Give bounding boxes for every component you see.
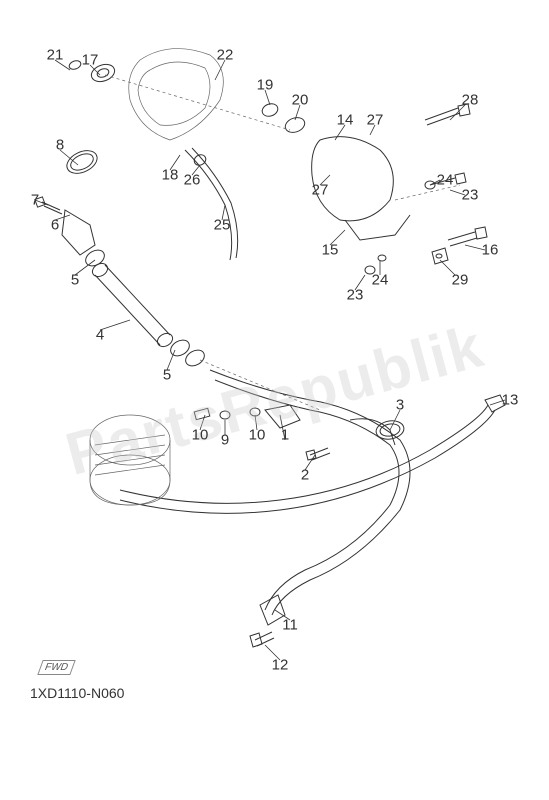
diagram-svg — [0, 0, 549, 800]
callout-number: 26 — [184, 172, 201, 189]
callout-number: 19 — [257, 77, 274, 94]
callout-number: 12 — [272, 657, 289, 674]
callout-number: 10 — [249, 427, 266, 444]
callout-number: 23 — [462, 187, 479, 204]
callout-number: 21 — [47, 47, 64, 64]
callout-number: 5 — [71, 272, 79, 289]
callout-number: 9 — [221, 432, 229, 449]
callout-number: 13 — [502, 392, 519, 409]
callout-number: 2 — [301, 467, 309, 484]
callout-number: 20 — [292, 92, 309, 109]
callout-number: 6 — [51, 217, 59, 234]
callout-number: 16 — [482, 242, 499, 259]
callout-number: 22 — [217, 47, 234, 64]
callout-number: 4 — [96, 327, 104, 344]
callout-number: 23 — [347, 287, 364, 304]
callout-number: 10 — [192, 427, 209, 444]
callout-number: 29 — [452, 272, 469, 289]
callout-number: 1 — [281, 427, 289, 444]
callout-number: 18 — [162, 167, 179, 184]
callout-number: 24 — [437, 172, 454, 189]
callout-number: 3 — [396, 397, 404, 414]
callout-number: 8 — [56, 137, 64, 154]
callout-number: 5 — [163, 367, 171, 384]
callout-number: 17 — [82, 52, 99, 69]
diagram-part-code: 1XD1110-N060 — [30, 685, 124, 701]
callout-number: 25 — [214, 217, 231, 234]
callout-number: 7 — [31, 192, 39, 209]
callout-number: 27 — [367, 112, 384, 129]
fwd-direction-badge: FWD — [37, 660, 75, 675]
exploded-parts-diagram: PartsRepublik 12345567891010111213141516… — [0, 0, 549, 800]
callout-number: 27 — [312, 182, 329, 199]
callout-number: 28 — [462, 92, 479, 109]
callout-number: 14 — [337, 112, 354, 129]
callout-number: 15 — [322, 242, 339, 259]
callout-number: 11 — [282, 617, 298, 634]
callout-number: 24 — [372, 272, 389, 289]
